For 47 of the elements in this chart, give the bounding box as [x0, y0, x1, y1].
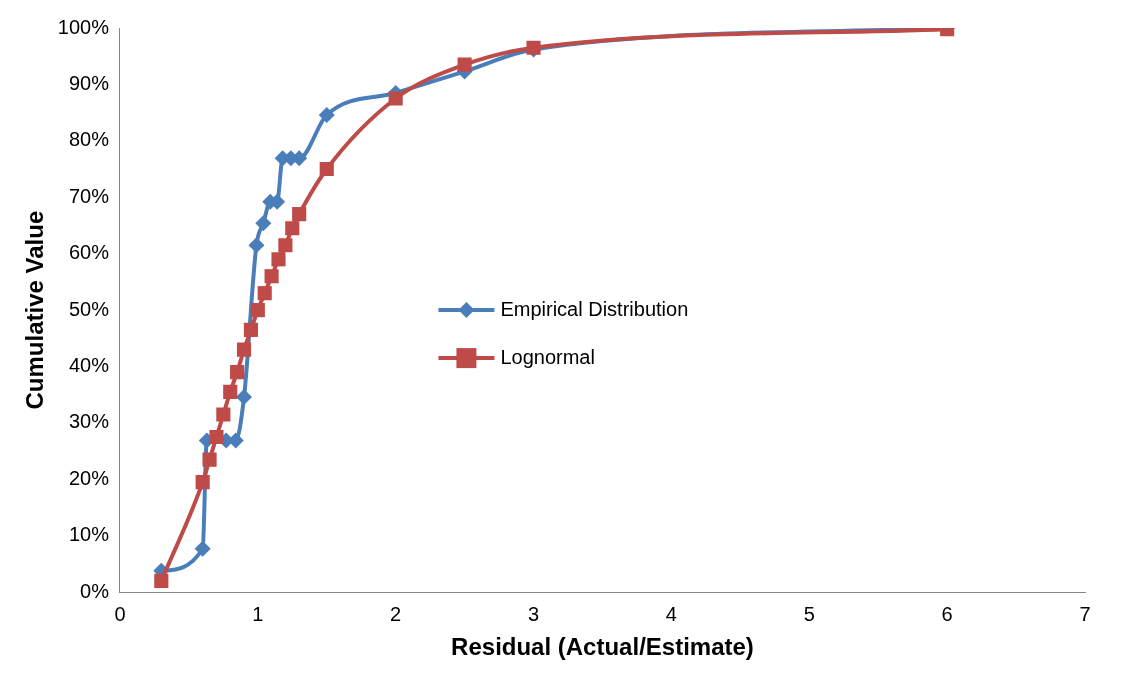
point — [154, 573, 169, 588]
point — [285, 221, 300, 236]
point — [257, 286, 272, 301]
point — [216, 407, 231, 422]
y-tick-label: 20% — [68, 466, 110, 489]
y-tick-label: 50% — [68, 297, 110, 320]
legend-label: Lognormal — [500, 345, 595, 368]
point — [194, 540, 211, 557]
y-tick-label: 60% — [68, 241, 110, 264]
y-tick-label: 90% — [68, 71, 110, 94]
point — [264, 269, 279, 284]
point — [202, 452, 217, 467]
x-axis-title: Residual (Actual/Estimate) — [451, 633, 754, 661]
point — [318, 106, 335, 123]
x-tick-label: 4 — [665, 602, 677, 625]
x-tick-label: 6 — [941, 602, 953, 625]
point — [319, 161, 334, 177]
point — [255, 215, 272, 232]
point — [209, 429, 224, 445]
y-tick-label: 100% — [57, 15, 110, 38]
point — [250, 303, 265, 318]
y-tick-label: 80% — [68, 128, 110, 151]
point — [292, 207, 307, 222]
point — [278, 238, 293, 253]
y-axis-title: Cumulative Value — [21, 210, 49, 410]
x-tick-label: 1 — [252, 602, 264, 625]
point — [223, 384, 238, 399]
point — [195, 475, 210, 490]
x-tick-label: 0 — [114, 602, 126, 625]
point — [388, 91, 403, 106]
point — [230, 365, 245, 380]
y-tick-label: 40% — [68, 354, 110, 377]
point — [271, 252, 286, 267]
point — [457, 57, 472, 72]
x-tick-label: 5 — [803, 602, 815, 625]
y-tick-label: 10% — [68, 523, 110, 546]
y-tick-label: 70% — [68, 184, 110, 207]
x-tick-label: 7 — [1079, 602, 1091, 625]
x-tick-label: 3 — [527, 602, 540, 625]
y-tick-label: 0% — [80, 579, 110, 602]
y-tick-label: 30% — [68, 410, 110, 433]
x-tick-label: 2 — [390, 602, 402, 625]
point — [236, 342, 252, 357]
point — [236, 388, 253, 405]
legend-label: Empirical Distribution — [500, 297, 689, 320]
point — [248, 237, 265, 254]
point — [243, 322, 258, 337]
